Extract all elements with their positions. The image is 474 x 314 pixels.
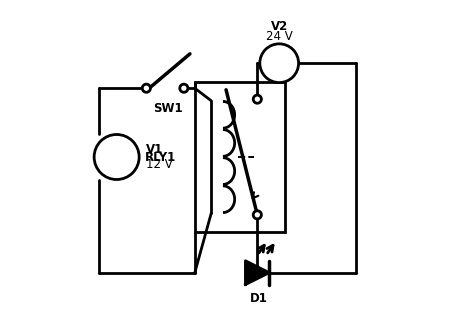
Bar: [195, 82, 285, 232]
Circle shape: [142, 84, 150, 92]
Text: 24 V: 24 V: [266, 30, 292, 43]
Text: D1: D1: [250, 292, 268, 305]
Circle shape: [94, 134, 139, 180]
Text: 12 V: 12 V: [146, 158, 173, 171]
Text: RLY1: RLY1: [145, 150, 176, 164]
Circle shape: [180, 84, 188, 92]
Text: V2: V2: [271, 20, 288, 33]
Polygon shape: [246, 261, 269, 284]
Circle shape: [260, 44, 299, 83]
Text: SW1: SW1: [154, 102, 183, 115]
Text: V1: V1: [146, 143, 164, 156]
Circle shape: [253, 211, 261, 219]
Circle shape: [253, 95, 261, 103]
